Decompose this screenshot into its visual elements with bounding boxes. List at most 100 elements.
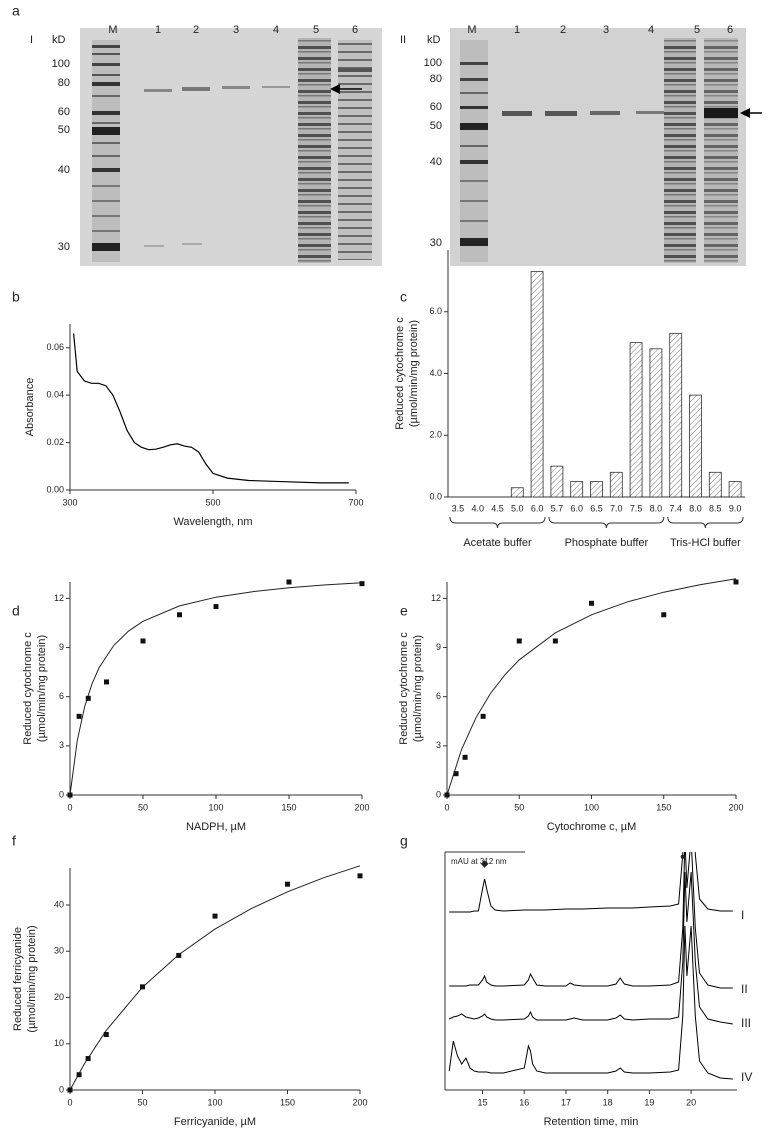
mw-label: 30 <box>58 241 70 253</box>
x-tick-label: 150 <box>656 802 671 812</box>
y-axis-label: Reduced cytochrome c <box>22 632 34 745</box>
x-tick-label: 50 <box>138 802 148 812</box>
panel-label: b <box>12 289 20 305</box>
bar <box>590 481 603 498</box>
x-tick-label: 500 <box>205 497 220 507</box>
panel-label: e <box>400 603 408 619</box>
data-point <box>85 695 91 701</box>
peak-marker: ● <box>680 852 686 863</box>
x-tick-label: 100 <box>207 1097 222 1107</box>
x-tick-label: 700 <box>348 497 363 507</box>
y-tick-label: 6 <box>436 691 441 701</box>
x-tick-label: 0 <box>67 1097 72 1107</box>
lane-label: 5 <box>313 24 319 36</box>
panel-label: g <box>400 833 408 849</box>
group-brace <box>449 516 546 529</box>
bar <box>708 471 722 498</box>
panel-label: a <box>12 3 20 19</box>
group-label: Phosphate buffer <box>565 537 649 549</box>
bar <box>570 481 584 498</box>
data-point <box>213 604 219 610</box>
x-tick-label: 3.5 <box>452 503 465 513</box>
x-axis-label: Wavelength, nm <box>173 516 252 528</box>
fit-curve <box>69 865 361 1091</box>
trace-label: III <box>741 1016 751 1030</box>
y-tick-label: 2.0 <box>429 430 442 440</box>
data-point <box>140 638 146 644</box>
bar <box>728 481 742 498</box>
mw-label: 80 <box>430 73 442 85</box>
x-tick-label: 15 <box>478 1097 488 1107</box>
y-tick-label: 12 <box>431 593 441 603</box>
y-axis-label: (µmol/min/mg protein) <box>36 635 48 742</box>
lane-label: 6 <box>727 24 733 36</box>
lane-label: 2 <box>193 24 199 36</box>
mw-label: 100 <box>424 57 442 69</box>
bar <box>609 471 623 498</box>
bar <box>510 487 524 498</box>
data-point <box>357 873 363 879</box>
x-tick-label: 7.5 <box>630 503 643 513</box>
lane-label: M <box>467 24 476 36</box>
group-brace <box>548 516 665 529</box>
data-point <box>176 952 182 958</box>
gel-label: I <box>30 34 33 46</box>
x-tick-label: 4.0 <box>471 503 484 513</box>
x-axis-label: Cytochrome c, µM <box>547 821 636 833</box>
trace-label: IV <box>741 1070 752 1084</box>
group-brace <box>667 516 744 529</box>
x-tick-label: 50 <box>137 1097 147 1107</box>
lane-label: M <box>108 24 117 36</box>
x-tick-label: 18 <box>603 1097 613 1107</box>
x-tick-label: 7.4 <box>669 503 682 513</box>
y-axis-label: (µmol/min/mg protein) <box>408 320 420 427</box>
x-tick-label: 4.5 <box>491 503 504 513</box>
lane-label: 5 <box>694 24 700 36</box>
data-point <box>444 792 450 798</box>
y-tick-label: 30 <box>54 946 64 956</box>
x-tick-label: 150 <box>280 1097 295 1107</box>
bar <box>649 348 663 498</box>
mw-label: 80 <box>58 77 70 89</box>
y-tick-label: 0 <box>59 1084 64 1094</box>
lane-label: 1 <box>514 24 520 36</box>
data-point <box>140 984 145 990</box>
bar <box>629 342 643 498</box>
y-tick-label: 0.00 <box>46 484 64 494</box>
x-tick-label: 16 <box>519 1097 529 1107</box>
y-tick-label: 12 <box>54 593 64 603</box>
peak-marker: ◆ <box>481 859 489 870</box>
data-point <box>516 638 522 644</box>
x-tick-label: 150 <box>281 802 296 812</box>
trace <box>448 871 733 1025</box>
x-tick-label: 8.0 <box>689 503 702 513</box>
y-tick-label: 40 <box>54 899 64 909</box>
data-point <box>480 713 486 719</box>
x-tick-label: 8.5 <box>709 503 722 513</box>
y-axis-label: (µmol/min/mg protein) <box>412 635 424 742</box>
bar <box>550 465 564 498</box>
mw-label: 30 <box>430 237 442 249</box>
fit-curve <box>69 582 363 796</box>
mw-label: 60 <box>58 106 70 118</box>
data-point <box>104 679 109 685</box>
y-tick-label: 9 <box>436 642 441 652</box>
data-point <box>286 579 292 585</box>
x-tick-label: 5.0 <box>511 503 524 513</box>
fit-curve <box>446 578 737 796</box>
lane-label: 2 <box>560 24 566 36</box>
x-tick-label: 0 <box>444 802 449 812</box>
y-tick-label: 0 <box>59 789 64 799</box>
data-point <box>359 581 365 587</box>
trace <box>448 925 733 1080</box>
y-axis-label: mAU at 312 nm <box>451 857 507 866</box>
data-point <box>462 754 468 760</box>
y-axis-label: (µmol/min/mg protein) <box>26 925 38 1032</box>
group-label: Acetate buffer <box>463 537 532 549</box>
y-tick-label: 20 <box>54 992 64 1002</box>
gel-unit: kD <box>427 34 441 46</box>
lane-label: 6 <box>352 24 358 36</box>
data-point <box>212 913 218 919</box>
gel-unit: kD <box>52 34 66 46</box>
